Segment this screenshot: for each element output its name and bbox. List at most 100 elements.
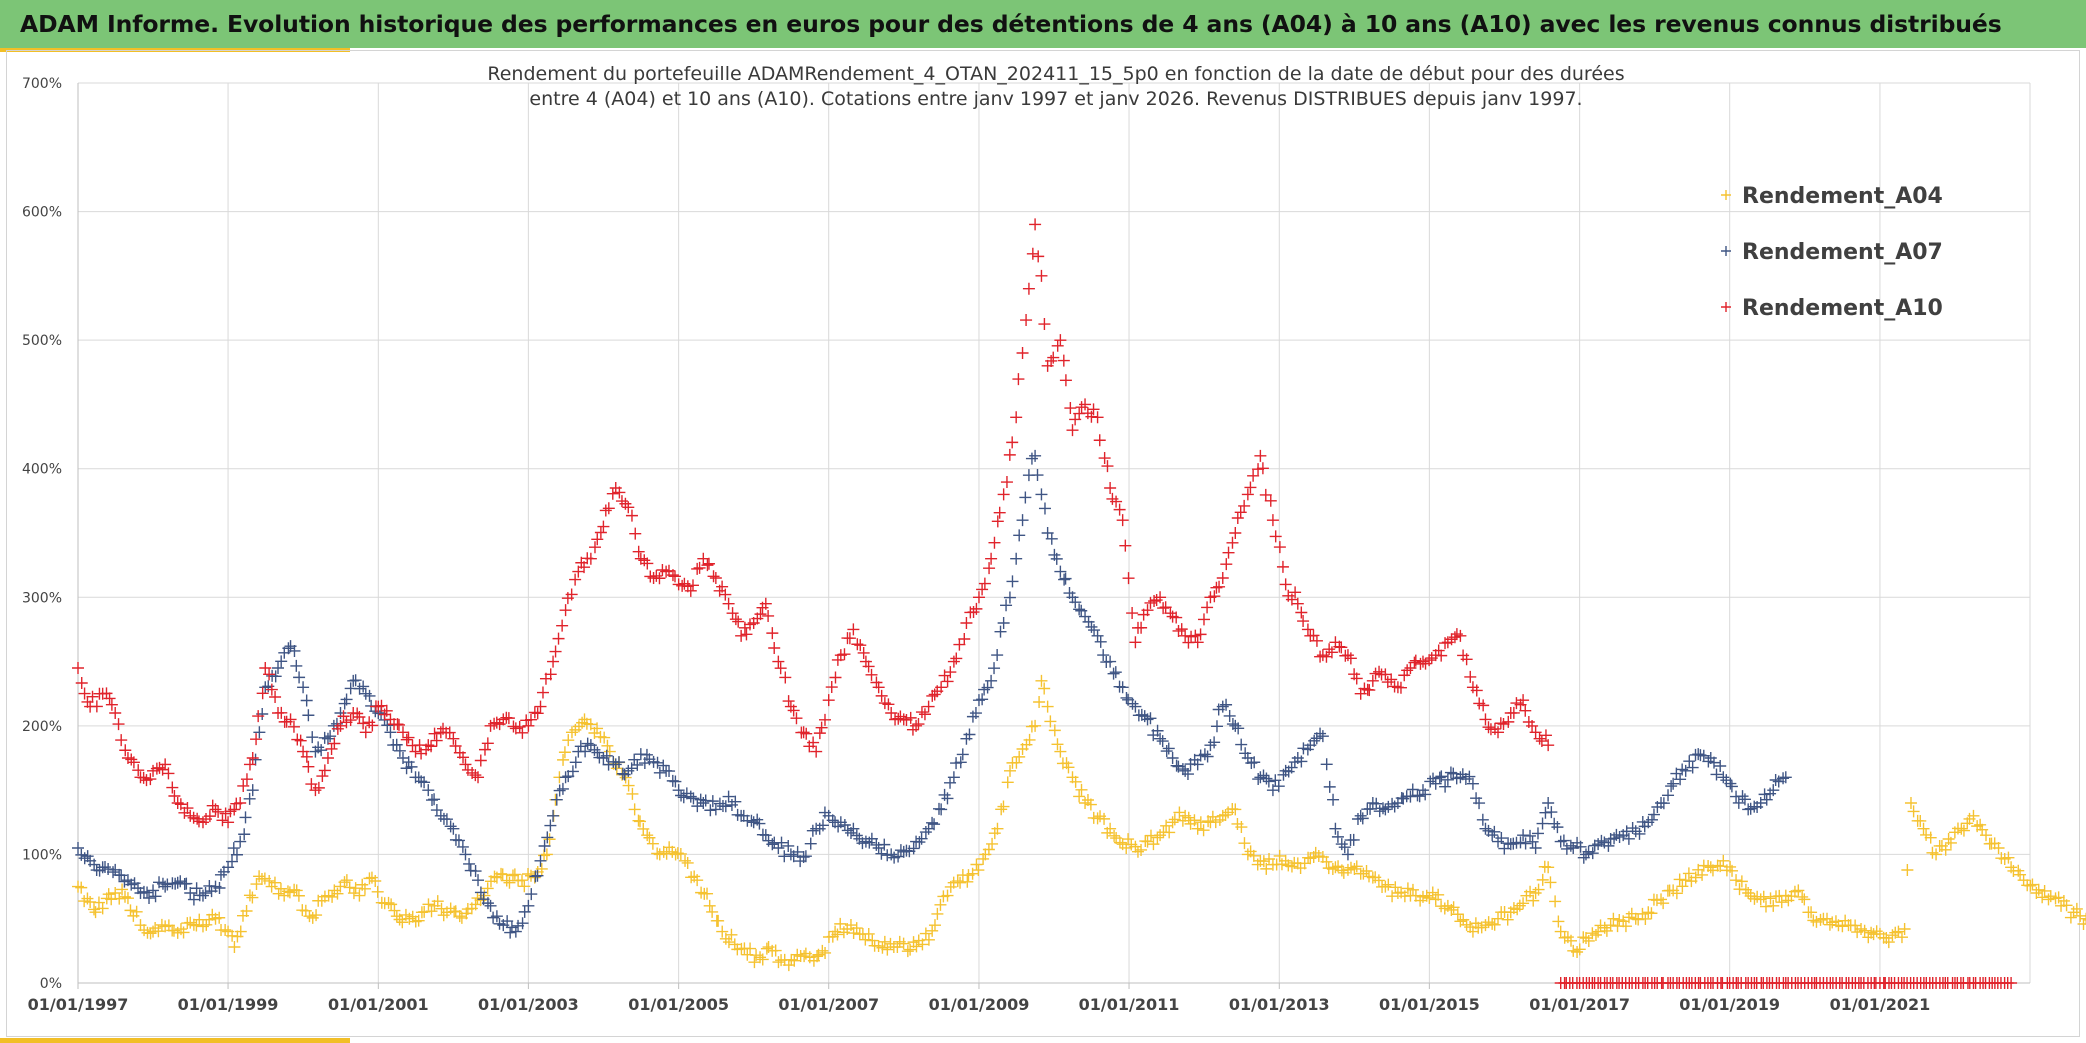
point-marker: [775, 836, 788, 849]
point-marker: [581, 737, 594, 750]
point-marker: [1054, 334, 1067, 347]
point-marker: [75, 848, 88, 861]
point-marker: [184, 887, 197, 899]
point-marker: [1156, 735, 1169, 748]
point-marker: [876, 941, 889, 954]
point-marker: [1041, 700, 1054, 713]
point-marker: [259, 662, 272, 674]
point-marker: [1109, 666, 1122, 679]
point-marker: [1738, 793, 1751, 806]
point-marker: [753, 817, 766, 830]
point-marker: [915, 832, 928, 845]
point-marker: [1094, 635, 1107, 648]
point-marker: [1022, 282, 1035, 295]
point-marker: [916, 938, 929, 951]
y-tick-label: 0%: [40, 976, 62, 992]
point-marker: [1676, 880, 1689, 893]
point-marker: [230, 848, 243, 861]
point-marker: [1542, 797, 1555, 809]
point-marker: [1724, 777, 1737, 790]
point-marker: [543, 833, 556, 846]
point-marker: [1432, 644, 1445, 657]
point-marker: [78, 687, 91, 700]
point-marker: [838, 648, 851, 661]
point-marker: [810, 745, 823, 758]
point-marker: [1047, 351, 1060, 364]
point-marker: [1764, 892, 1777, 905]
legend-marker: [1721, 190, 1731, 200]
point-marker: [1004, 764, 1017, 777]
point-marker: [246, 891, 259, 904]
point-marker: [1013, 750, 1026, 763]
point-marker: [588, 743, 601, 756]
point-marker: [544, 668, 557, 681]
point-marker: [1098, 452, 1111, 465]
point-marker: [86, 690, 99, 703]
point-marker: [1208, 736, 1221, 749]
point-marker: [1082, 615, 1095, 628]
point-marker: [1683, 755, 1696, 768]
point-marker: [531, 707, 544, 720]
point-marker: [536, 686, 549, 699]
point-marker: [1665, 780, 1678, 793]
point-marker: [997, 488, 1010, 501]
point-marker: [1012, 373, 1025, 386]
y-tick-label: 700%: [22, 76, 62, 92]
point-marker: [1194, 628, 1207, 641]
point-marker: [1151, 831, 1164, 844]
x-tick-label: 01/01/2005: [628, 995, 729, 1014]
point-marker: [463, 857, 476, 870]
point-marker: [1554, 925, 1567, 938]
point-marker: [847, 623, 860, 636]
point-marker: [1269, 530, 1282, 543]
point-marker: [1707, 756, 1720, 769]
point-marker: [774, 662, 787, 675]
point-marker: [1093, 434, 1106, 447]
point-marker: [1357, 867, 1370, 880]
point-marker: [303, 910, 316, 923]
point-marker: [1073, 603, 1086, 616]
point-marker: [243, 758, 256, 771]
point-marker: [1104, 822, 1117, 835]
point-marker: [516, 726, 529, 739]
point-marker: [259, 681, 272, 694]
point-marker: [1232, 722, 1245, 735]
point-marker: [657, 759, 670, 772]
point-marker: [1062, 761, 1075, 774]
point-marker: [958, 633, 971, 646]
point-marker: [1020, 738, 1033, 751]
point-marker: [1059, 374, 1072, 387]
point-marker: [1038, 682, 1051, 695]
point-marker: [1517, 694, 1530, 707]
point-marker: [634, 748, 647, 761]
point-marker: [1473, 797, 1486, 810]
point-marker: [2024, 879, 2037, 892]
point-marker: [694, 793, 707, 806]
point-marker: [544, 819, 557, 832]
point-marker: [1416, 655, 1429, 668]
point-marker: [375, 699, 388, 712]
point-marker: [1401, 664, 1414, 677]
point-marker: [569, 756, 582, 769]
point-marker: [991, 649, 1004, 662]
point-marker: [941, 675, 954, 688]
point-marker: [1231, 512, 1244, 525]
point-marker: [331, 722, 344, 735]
point-marker: [972, 694, 985, 707]
point-marker: [600, 749, 613, 762]
point-marker: [904, 943, 917, 956]
point-marker: [769, 944, 782, 957]
point-marker: [1527, 894, 1540, 907]
point-marker: [628, 753, 641, 766]
point-marker: [1341, 649, 1354, 662]
point-marker: [284, 713, 297, 726]
point-marker: [1110, 495, 1123, 508]
point-marker: [875, 689, 888, 702]
point-marker: [472, 771, 485, 784]
point-marker: [1000, 476, 1013, 489]
point-marker: [402, 756, 415, 769]
point-marker: [503, 876, 516, 889]
point-marker: [219, 807, 232, 820]
point-marker: [788, 954, 801, 967]
